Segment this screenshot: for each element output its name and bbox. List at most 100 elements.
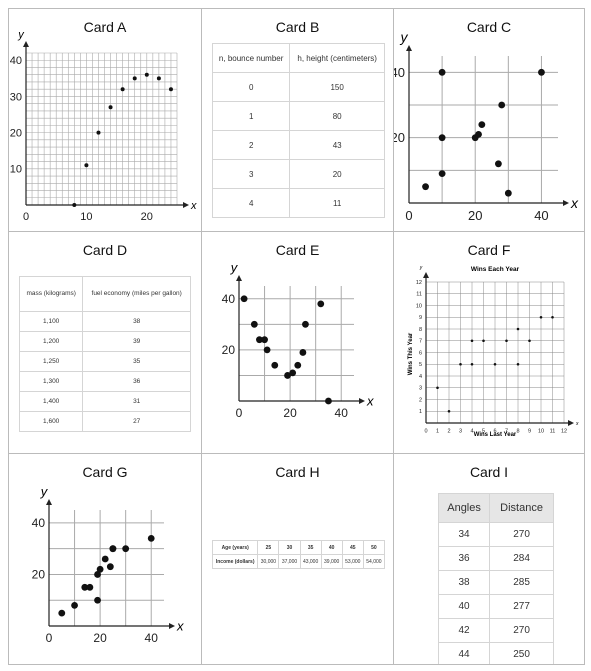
y-tick-label: 5 [419, 362, 422, 368]
table-cell: 284 [489, 546, 554, 571]
table-row: 4 11 [211, 188, 385, 218]
data-point [478, 121, 486, 128]
table-row: 38 285 [437, 570, 554, 595]
data-point [516, 362, 520, 366]
table-cell: 3 [211, 159, 291, 189]
table-row: 1,100 38 [18, 311, 191, 332]
card-e-title: Card E [275, 242, 320, 258]
y-axis-letter: y [230, 260, 239, 275]
table-cell: 1,100 [18, 311, 84, 332]
table-row: 3 20 [211, 159, 385, 189]
table-cell: 11 [289, 188, 385, 218]
data-point [101, 555, 109, 563]
y-axis-arrow [23, 41, 29, 47]
card-e-plot: x y 0 20 40 20 40 [222, 260, 374, 420]
data-point [168, 87, 173, 92]
card-a-title: Card A [83, 19, 127, 35]
data-point [71, 601, 78, 609]
x-tick-label: 10 [80, 211, 92, 223]
table-cell: 37,000 [278, 554, 301, 569]
y-tick-label: 4 [419, 374, 422, 380]
data-point [438, 170, 446, 178]
data-point [317, 300, 325, 308]
chart-title: Wins Each Year [471, 266, 520, 273]
table-row-header: Age (years) [211, 540, 259, 555]
data-point [538, 68, 545, 76]
table-cell: 1,250 [18, 351, 84, 372]
data-point [122, 545, 130, 553]
data-point [96, 130, 101, 135]
data-point [240, 295, 248, 303]
data-point [132, 76, 137, 81]
data-point [539, 315, 543, 319]
data-point [156, 76, 161, 81]
table-column-header: mass (kilograms) [18, 276, 84, 312]
data-point [94, 571, 101, 578]
x-tick-label: 20 [93, 631, 107, 645]
data-point [504, 189, 512, 197]
table-cell: 1,600 [18, 411, 84, 432]
y-axis-arrow [406, 45, 412, 51]
card-a: Card A x y 0 10 20 10 20 30 40 [8, 8, 202, 232]
x-tick-label: 3 [459, 429, 462, 435]
y-tick-label: 40 [32, 516, 46, 530]
table-row: 1,200 39 [18, 331, 191, 352]
x-tick-label: 40 [335, 406, 349, 420]
table-cell: 1 [211, 101, 291, 131]
y-tick-label: 10 [416, 303, 422, 309]
table-cell: 38 [82, 311, 191, 332]
table-cell: 270 [489, 522, 554, 547]
data-point [120, 87, 125, 92]
table-cell: 20 [289, 159, 385, 189]
table-row: 1,400 31 [18, 391, 191, 412]
data-point [284, 372, 291, 379]
x-axis-arrow [183, 202, 189, 208]
table-cell: 54,000 [362, 554, 386, 569]
data-point [516, 327, 520, 331]
x-tick-label: 1 [436, 429, 439, 435]
card-d-table: mass (kilograms) fuel economy (miles per … [18, 276, 191, 432]
table-row: 1,250 35 [18, 351, 191, 372]
y-axis-letter: y [419, 265, 423, 271]
data-point [475, 131, 482, 138]
x-axis-letter: x [176, 619, 184, 634]
y-tick-label: 40 [10, 55, 22, 67]
data-point [422, 183, 429, 191]
data-point [108, 105, 113, 110]
x-tick-label: 0 [424, 429, 427, 435]
table-column-header: n, bounce number [211, 43, 291, 73]
y-tick-label: 30 [10, 91, 22, 103]
table-header-row: mass (kilograms) fuel economy (miles per … [18, 276, 191, 312]
table-row: Income (dollars) 30,000 37,000 43,000 39,000… [211, 554, 386, 569]
table-row: 36 284 [437, 546, 554, 571]
data-point [289, 369, 297, 377]
data-point [470, 362, 474, 366]
card-c-plot: x y 0 20 40 20 40 [394, 29, 579, 223]
card-b-table: n, bounce number h, height (centimeters) 0… [211, 43, 385, 218]
data-point [459, 362, 462, 366]
table-cell: 1,200 [18, 331, 84, 352]
table-cell: 34 [437, 522, 491, 547]
x-tick-label: 8 [516, 429, 519, 435]
data-point [72, 203, 77, 207]
data-point [96, 565, 104, 573]
y-tick-label: 8 [419, 327, 422, 333]
y-tick-label: 20 [10, 127, 22, 139]
table-cell: 30,000 [257, 554, 280, 569]
y-axis-title: Wins This Year [408, 332, 414, 375]
y-tick-label: 1 [419, 409, 422, 415]
table-cell: 44 [437, 642, 491, 664]
y-axis-letter: y [400, 29, 409, 45]
y-axis-arrow [236, 275, 242, 281]
table-column-header: 40 [320, 540, 343, 555]
table-header-row: Angles Distance [437, 493, 554, 523]
table-cell: 0 [211, 72, 291, 102]
y-tick-label: 10 [10, 164, 22, 176]
x-axis-arrow [568, 420, 574, 426]
card-g-title: Card G [82, 464, 128, 480]
table-row: 1 80 [211, 101, 385, 131]
x-tick-label: 20 [141, 211, 153, 223]
table-row: 2 43 [211, 130, 385, 160]
data-point [482, 339, 485, 343]
table-row: 42 270 [437, 618, 554, 643]
